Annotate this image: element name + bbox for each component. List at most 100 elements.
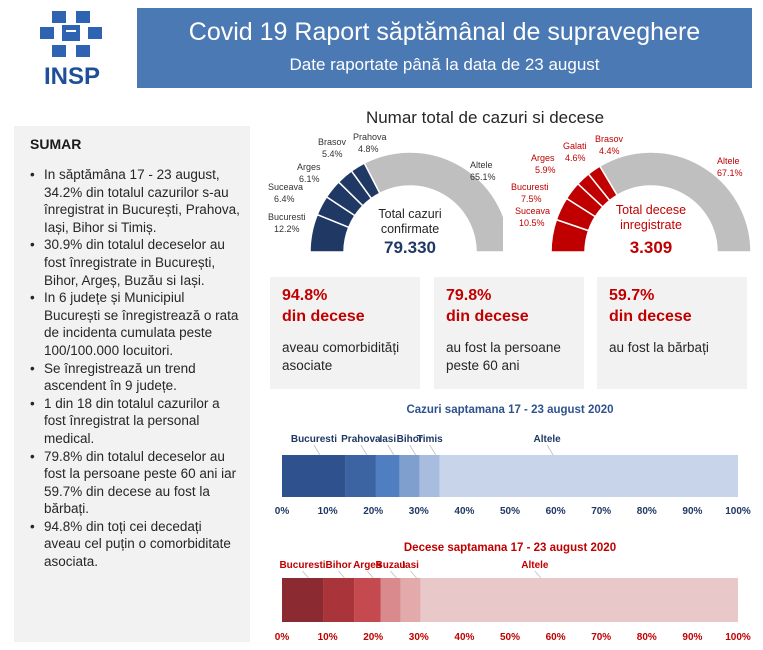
stat-description: aveau comorbidități asociate [282,340,400,373]
cases-leader-line [546,444,554,456]
cases-tick-label: 20% [363,506,383,517]
cases-label-bucuresti-name: Bucuresti [268,212,306,222]
deaths-leader-line [302,570,309,579]
deaths-label-altele-value: 67.1% [717,168,743,178]
cases-leader-line [313,444,321,456]
stat-percent: 94.8% [282,287,328,304]
cases-segment-timis [419,455,440,497]
summary-item: 1 din 18 din totalul cazurilor a fost în… [30,395,242,448]
deaths-tick-label: 40% [454,632,474,643]
cases-label-altele-value: 65.1% [470,172,496,182]
deaths-segment-iasi [400,578,421,622]
stat-label: din decese [609,308,692,325]
deaths-segment-label-bihor: Bihor [325,560,351,571]
deaths-label-bucuresti-name: Bucuresti [511,182,549,192]
cases-label-suceava-value: 6.4% [274,194,295,204]
cases-label-prahova-name: Prahova [353,132,387,142]
cases-leader-line [409,444,417,456]
report-title: Covid 19 Raport săptămânal de supraveghe… [188,18,701,46]
cases-tick-label: 50% [500,506,520,517]
summary-list: In săptămâna 17 - 23 august, 34.2% din t… [14,166,250,571]
deaths-label-bucuresti-value: 7.5% [521,194,542,204]
stat-description: au fost la persoane peste 60 ani [446,340,561,373]
cases-label-arges-name: Arges [297,162,321,172]
stat-label: din decese [282,308,365,325]
cases-tick-label: 100% [725,506,751,517]
deaths-total: 3.309 [630,238,673,257]
report-subtitle: Date raportate până la data de 23 august [289,55,600,74]
deaths-label-arges-name: Arges [531,153,555,163]
cases-segment-prahova [345,455,376,497]
deaths-tick-label: 80% [637,632,657,643]
cases-tick-label: 80% [637,506,657,517]
cases-tick-label: 60% [546,506,566,517]
cases-segment-altele [439,455,738,497]
deaths-segment-label-altele: Altele [521,560,549,571]
deaths-label-suceava-value: 10.5% [519,218,545,228]
cases-tick-label: 10% [318,506,338,517]
cases-label-prahova-value: 4.8% [358,144,379,154]
summary-item: In 6 județe și Municipiul București se î… [30,289,242,359]
cases-segment-bucuresti [282,455,346,497]
deaths-tick-label: 70% [591,632,611,643]
logo-text: INSP [44,63,100,90]
deaths-label-brasov-name: Brasov [595,134,624,144]
cases-tick-label: 70% [591,506,611,517]
deaths-tick-label: 10% [318,632,338,643]
stat-description: au fost la bărbați [609,340,709,355]
deaths-segment-label-bucuresti: Bucuresti [279,560,325,571]
deaths-label-brasov-value: 4.4% [599,146,620,156]
deaths-segment-label-iasi: Iasi [402,560,419,571]
cases-center-label-2: confirmate [381,222,439,236]
deaths-leader-line [338,570,345,579]
deaths-segment-buzau [380,578,401,622]
report-header: Covid 19 Raport săptămânal de supraveghe… [137,8,752,88]
deaths-segment-label-buzau: Buzau [376,560,406,571]
deaths-tick-label: 90% [682,632,702,643]
deaths-leader-line [390,570,397,579]
cases-leader-line [429,444,437,456]
summary-item: Se înregistrează un trend ascendent în 9… [30,360,242,395]
cases-segment-label-bihor: Bihor [397,434,423,445]
summary-item: 79.8% din totalul deceselor au fost la p… [30,448,242,518]
deaths-leader-line [410,570,417,579]
deaths-label-arges-value: 5.9% [535,165,556,175]
cases-tick-label: 30% [409,506,429,517]
stat-box-comorbidities: 94.8% din decese aveau comorbidități aso… [270,277,420,389]
deaths-tick-label: 0% [275,632,290,643]
cases-total: 79.330 [384,238,436,257]
summary-panel: SUMAR In săptămâna 17 - 23 august, 34.2%… [14,126,250,642]
deaths-tick-label: 50% [500,632,520,643]
deaths-tick-label: 100% [725,632,751,643]
cases-label-brasov-name: Brasov [318,137,347,147]
deaths-segment-arges [354,578,381,622]
summary-item: 30.9% din totalul deceselor au fost înre… [30,236,242,289]
insp-logo: INSP [40,11,102,90]
deaths-leader-line [366,570,374,579]
cases-segment-label-bucuresti: Bucuresti [291,434,337,445]
deaths-leader-line [534,570,542,579]
deaths-segment-bucuresti [282,578,324,622]
stat-box-over-60: 79.8% din decese au fost la persoane pes… [434,277,584,389]
cases-label-arges-value: 6.1% [299,174,320,184]
cases-label-brasov-value: 5.4% [322,149,343,159]
deaths-label-suceava-name: Suceava [515,206,550,216]
deaths-tick-label: 60% [546,632,566,643]
cases-label-bucuresti-value: 12.2% [274,224,300,234]
deaths-center-label-1: Total decese [616,203,686,217]
cases-tick-label: 90% [682,506,702,517]
deaths-chart-title: Decese saptamana 17 - 23 august 2020 [404,542,616,554]
stat-label: din decese [446,308,529,325]
stat-percent: 79.8% [446,287,492,304]
cases-tick-label: 40% [454,506,474,517]
cases-label-altele-name: Altele [470,160,493,170]
deaths-tick-label: 30% [409,632,429,643]
summary-item: In săptămâna 17 - 23 august, 34.2% din t… [30,166,242,236]
deaths-center-label-2: inregistrate [620,218,682,232]
summary-item: 94.8% din toți cei decedați aveau cel pu… [30,518,242,571]
cases-stacked-bar-chart: Cazuri saptamana 17 - 23 august 2020 Bucu… [275,404,751,517]
deaths-segment-altele [420,578,738,622]
summary-title: SUMAR [30,136,82,152]
deaths-segment-label-arges: Arges [353,560,382,571]
cases-slice-altele [363,151,503,253]
